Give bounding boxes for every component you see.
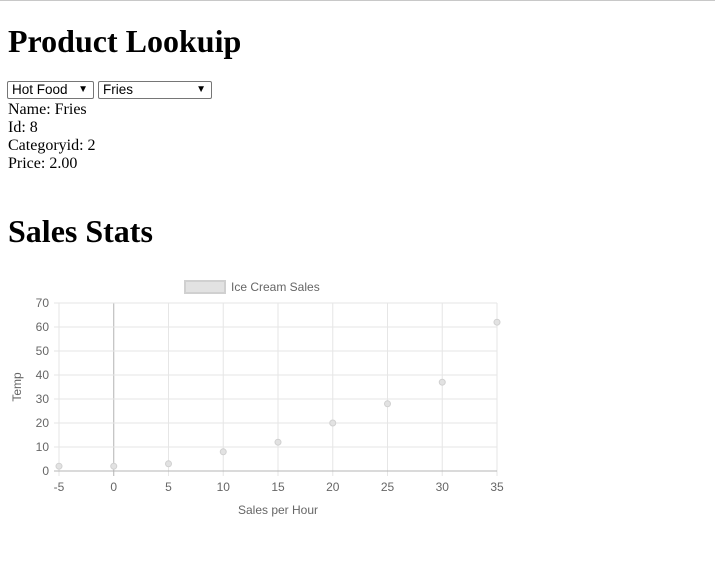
x-tick-label: -5 [54, 480, 65, 494]
page-title: Product Lookuip [8, 23, 242, 59]
y-tick-label: 40 [36, 368, 50, 382]
y-axis-title: Temp [10, 372, 24, 402]
x-tick-label: 25 [381, 480, 395, 494]
x-axis-title: Sales per Hour [238, 503, 318, 517]
top-border [0, 0, 715, 1]
legend-label: Ice Cream Sales [231, 280, 320, 294]
y-tick-label: 30 [36, 392, 50, 406]
y-tick-label: 0 [42, 464, 49, 478]
product-select[interactable]: Fries ▼ [98, 81, 212, 99]
legend-swatch [184, 280, 226, 294]
data-point [384, 400, 391, 408]
data-point [110, 462, 118, 470]
product-name: Name: Fries [8, 101, 87, 118]
product-categoryid: Categoryid: 2 [8, 137, 96, 154]
y-tick-label: 20 [36, 416, 50, 430]
x-tick-label: 0 [110, 480, 117, 494]
data-point [493, 318, 501, 326]
data-point [165, 460, 172, 468]
section-title-sales-stats: Sales Stats [8, 213, 153, 249]
data-point [219, 448, 227, 456]
product-price: Price: 2.00 [8, 155, 78, 172]
x-tick-label: 30 [436, 480, 450, 494]
dropdown-arrow-icon: ▼ [196, 84, 206, 95]
data-point [274, 438, 282, 446]
x-tick-label: 35 [490, 480, 504, 494]
x-tick-label: 15 [271, 480, 285, 494]
data-point [329, 419, 337, 427]
sales-scatter-chart: -5 0 5 10 15 20 25 30 35 0 10 20 30 40 50 60 70 Sales per… [10, 280, 504, 517]
category-select-value: Hot Food [12, 82, 68, 97]
y-tick-label: 10 [36, 440, 50, 454]
x-tick-label: 5 [165, 480, 172, 494]
data-point [438, 378, 446, 386]
x-tick-label: 10 [217, 480, 231, 494]
data-point [55, 462, 63, 470]
y-tick-label: 70 [36, 296, 50, 310]
y-tick-label: 60 [36, 320, 50, 334]
category-select[interactable]: Hot Food ▼ [7, 81, 94, 99]
product-id: Id: 8 [8, 119, 38, 136]
dropdown-arrow-icon: ▼ [78, 84, 88, 95]
y-tick-label: 50 [36, 344, 50, 358]
product-select-value: Fries [103, 82, 133, 97]
x-tick-label: 20 [326, 480, 340, 494]
